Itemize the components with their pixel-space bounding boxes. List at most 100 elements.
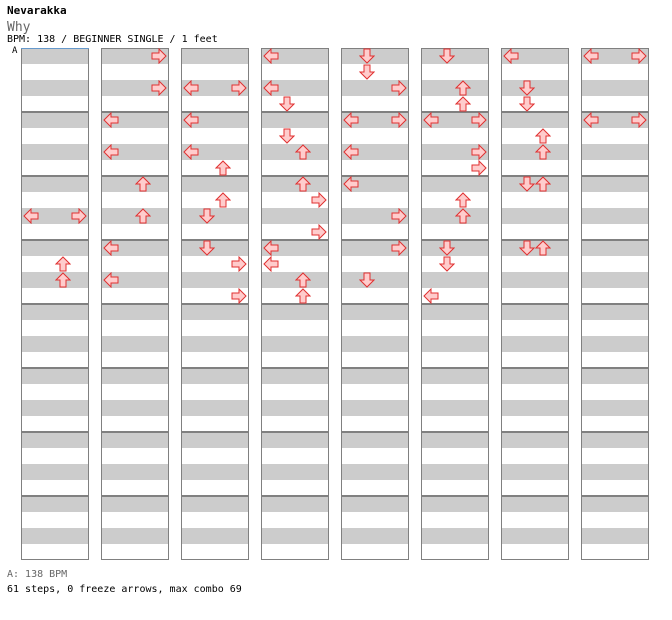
up-arrow-icon [535,128,551,144]
beat-row-shade [501,336,569,352]
measure-box [581,368,649,432]
left-arrow-icon [583,48,599,64]
beat-row-shade [101,144,169,160]
measure-box [341,496,409,560]
beat-row-shade [181,304,249,320]
measure-box [421,368,489,432]
chart-column [101,48,169,560]
beat-row-shade [421,464,489,480]
left-arrow-icon [503,48,519,64]
down-arrow-icon [439,48,455,64]
right-arrow-icon [71,208,87,224]
down-arrow-icon [199,240,215,256]
left-arrow-icon [423,288,439,304]
beat-row-shade [261,304,329,320]
measure-box [261,48,329,112]
beat-row-shade [341,240,409,256]
left-arrow-icon [263,240,279,256]
left-arrow-icon [583,112,599,128]
beat-row-shade [501,144,569,160]
beat-row-shade [581,208,649,224]
beat-row-shade [501,400,569,416]
measure-box [101,240,169,304]
beat-row-shade [421,272,489,288]
measure-box [421,176,489,240]
beat-row-shade [21,400,89,416]
beat-row-shade [101,240,169,256]
beat-row-shade [101,432,169,448]
beat-row-shade [181,272,249,288]
beat-row-shade [421,336,489,352]
beat-row-shade [261,176,329,192]
measure-box [261,432,329,496]
down-arrow-icon [359,64,375,80]
beat-row-shade [501,272,569,288]
beat-row-shade [581,48,649,64]
up-arrow-icon [295,144,311,160]
chart-column [261,48,329,560]
beat-row-shade [21,304,89,320]
beat-row-shade [341,112,409,128]
measure-box [21,240,89,304]
beat-row-shade [341,496,409,512]
beat-row-shade [421,368,489,384]
beat-row-shade [21,464,89,480]
measure-box [261,304,329,368]
beat-row-shade [261,368,329,384]
beat-row-shade [21,368,89,384]
right-arrow-icon [151,48,167,64]
beat-row-shade [501,304,569,320]
beat-row-shade [101,368,169,384]
right-arrow-icon [391,240,407,256]
beat-row-shade [341,432,409,448]
up-arrow-icon [215,192,231,208]
up-arrow-icon [215,160,231,176]
measure-box [261,496,329,560]
measure-box [341,112,409,176]
beat-row-shade [21,112,89,128]
down-arrow-icon [199,208,215,224]
beat-row-shade [261,48,329,64]
beat-row-shade [261,208,329,224]
beat-row-shade [421,176,489,192]
beat-row-shade [261,528,329,544]
left-arrow-icon [183,112,199,128]
beat-row-shade [501,240,569,256]
right-arrow-icon [231,256,247,272]
beat-row-shade [501,112,569,128]
measure-box [501,368,569,432]
beat-row-shade [101,336,169,352]
beat-row-shade [181,496,249,512]
up-arrow-icon [295,288,311,304]
beat-row-shade [261,464,329,480]
beat-row-shade [21,272,89,288]
beat-row-shade [341,528,409,544]
left-arrow-icon [343,144,359,160]
beat-row-shade [581,528,649,544]
measure-box [261,112,329,176]
measure-box [341,368,409,432]
down-arrow-icon [519,80,535,96]
chart-column [341,48,409,560]
beat-row-shade [421,48,489,64]
beat-row-shade [501,464,569,480]
left-arrow-icon [103,112,119,128]
beat-row-shade [181,240,249,256]
left-arrow-icon [263,256,279,272]
beat-row-shade [101,80,169,96]
right-arrow-icon [471,144,487,160]
beat-row-shade [21,144,89,160]
beat-row-shade [21,208,89,224]
beat-row-shade [421,432,489,448]
beat-row-shade [581,304,649,320]
beat-row-shade [261,240,329,256]
left-arrow-icon [103,240,119,256]
right-arrow-icon [231,288,247,304]
left-arrow-icon [183,144,199,160]
measure-box [21,112,89,176]
beat-row-shade [421,496,489,512]
measure-box [101,48,169,112]
measure-box [181,112,249,176]
measure-box [501,48,569,112]
beat-row-shade [101,176,169,192]
